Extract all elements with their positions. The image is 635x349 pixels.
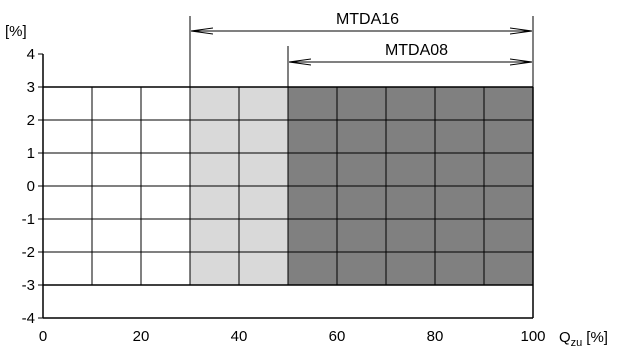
y-tick-label: -2: [22, 244, 35, 261]
y-tick-label: -3: [22, 277, 35, 294]
y-tick-label: 2: [27, 112, 35, 129]
x-tick-label: 20: [133, 328, 150, 345]
range-label-mtda16: MTDA16: [336, 11, 399, 28]
grid-layer: [42, 54, 534, 319]
y-tick-label: -4: [22, 310, 35, 327]
x-tick-label: 60: [329, 328, 346, 345]
range-annotations: MTDA16 MTDA08: [189, 11, 534, 87]
x-axis-symbol: Q: [559, 329, 571, 346]
y-axis-label: [%]: [5, 23, 27, 40]
range-label-mtda08: MTDA08: [385, 42, 448, 59]
y-tick-label: 4: [27, 46, 35, 63]
y-tick-label: -1: [22, 211, 35, 228]
x-tick-label: 40: [231, 328, 248, 345]
x-tick-label: 0: [39, 328, 47, 345]
x-tick-label: 80: [427, 328, 444, 345]
y-tick-label: 1: [27, 145, 35, 162]
x-axis-label: Qzu [%]: [559, 329, 608, 349]
x-axis-subscript: zu: [571, 337, 583, 349]
x-axis-unit: [%]: [586, 329, 608, 346]
y-tick-label: 3: [27, 79, 35, 96]
x-tick-label: 100: [520, 328, 545, 345]
y-tick-label: 0: [27, 178, 35, 195]
